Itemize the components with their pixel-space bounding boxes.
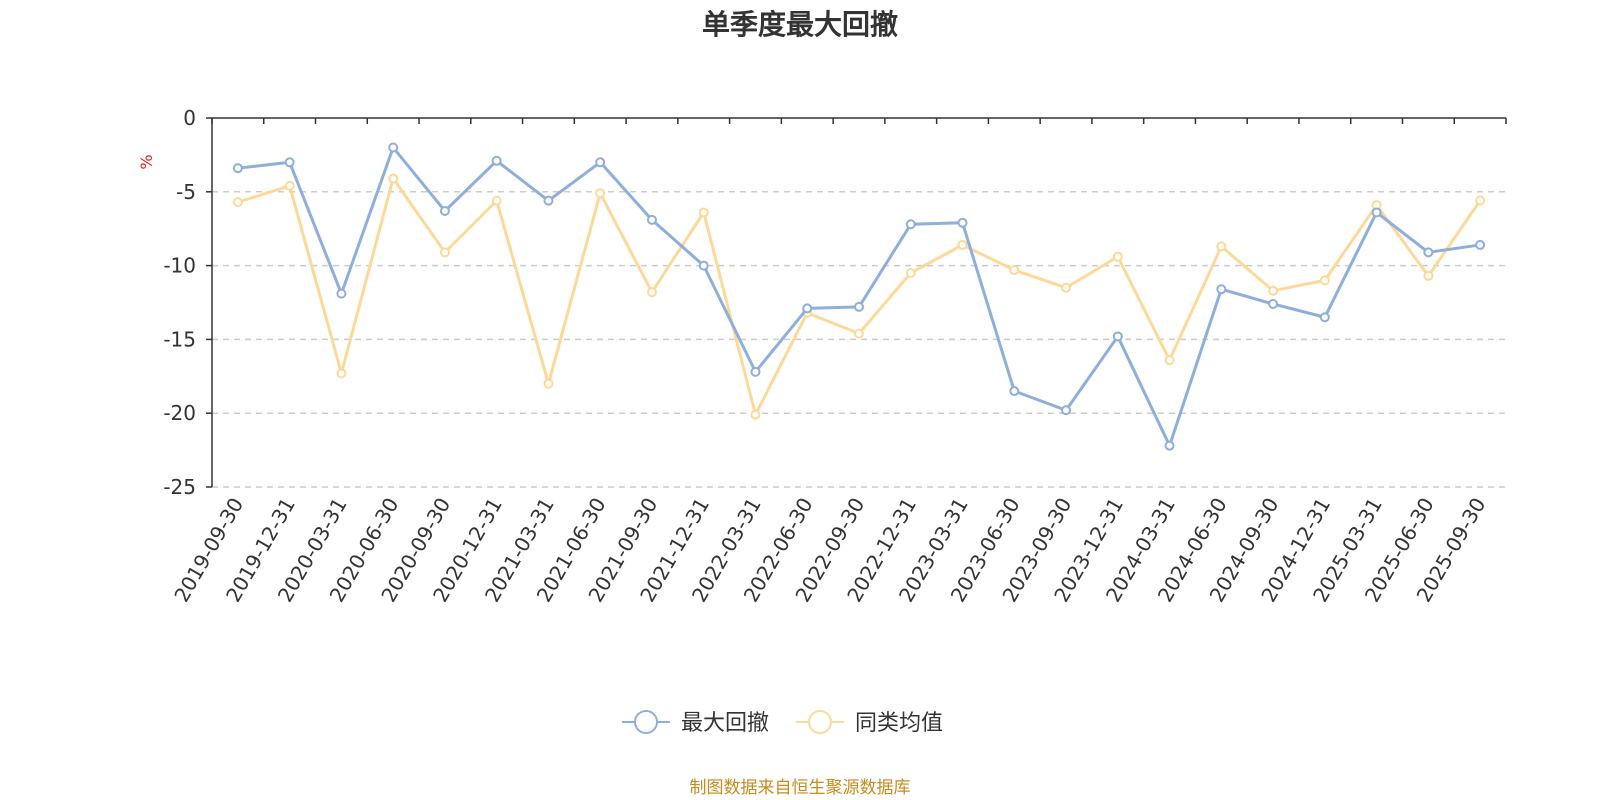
legend-label: 同类均值 (855, 711, 943, 736)
data-point[interactable] (698, 207, 709, 218)
data-point[interactable] (1112, 251, 1123, 262)
data-point[interactable] (595, 157, 606, 168)
chart-title: 单季度最大回撤 (702, 8, 898, 41)
legend-item[interactable]: 最大回撤 (622, 710, 769, 736)
data-point[interactable] (439, 205, 450, 216)
data-point[interactable] (284, 157, 295, 168)
data-point[interactable] (854, 301, 864, 312)
data-point[interactable] (388, 173, 399, 184)
data-point[interactable] (1009, 265, 1020, 276)
data-point[interactable] (491, 195, 502, 206)
data-point[interactable] (1371, 207, 1382, 218)
data-point[interactable] (1216, 284, 1227, 295)
data-point[interactable] (646, 287, 657, 298)
data-point[interactable] (336, 368, 347, 379)
data-point[interactable] (1423, 270, 1434, 281)
data-point[interactable] (232, 197, 243, 208)
data-point[interactable] (1216, 241, 1227, 252)
y-axis-unit: % (137, 154, 156, 169)
axes (206, 117, 1507, 488)
data-point[interactable] (595, 188, 606, 199)
y-tick-label: -20 (163, 401, 196, 425)
legend-item[interactable]: 同类均值 (796, 710, 943, 736)
data-point[interactable] (1061, 282, 1072, 293)
data-point[interactable] (491, 155, 502, 166)
data-point[interactable] (802, 303, 813, 314)
data-point[interactable] (1112, 331, 1123, 342)
data-point[interactable] (698, 260, 709, 271)
data-point[interactable] (1268, 298, 1279, 309)
data-point[interactable] (854, 328, 864, 339)
data-point[interactable] (1009, 386, 1020, 397)
series-2 (232, 173, 1486, 420)
series-1 (232, 142, 1486, 451)
x-tick-labels: 2019-09-302019-12-312020-03-312020-06-30… (169, 494, 1490, 607)
data-point[interactable] (1061, 405, 1072, 416)
data-point[interactable] (1164, 440, 1175, 451)
y-tick-label: -10 (163, 254, 196, 278)
source-note: 制图数据来自恒生聚源数据库 (690, 778, 911, 798)
data-point[interactable] (439, 247, 450, 258)
y-tick-label: 0 (183, 106, 196, 130)
data-point[interactable] (284, 180, 295, 191)
data-point[interactable] (388, 142, 399, 153)
data-point[interactable] (543, 378, 554, 389)
data-point[interactable] (232, 163, 243, 174)
legend-circle-icon (634, 710, 658, 734)
data-point[interactable] (1268, 285, 1279, 296)
data-point[interactable] (905, 267, 916, 278)
data-point[interactable] (1319, 275, 1330, 286)
series-group (232, 142, 1486, 451)
data-point[interactable] (1319, 312, 1330, 323)
grid-lines (212, 191, 1506, 488)
data-point[interactable] (646, 214, 657, 225)
legend-circle-icon (808, 710, 832, 734)
data-point[interactable] (1164, 355, 1175, 366)
legend[interactable]: 最大回撤 同类均值 (622, 710, 943, 736)
y-tick-labels: 0 -5 -10 -15 -20 -25 (163, 106, 196, 499)
y-tick-label: -5 (176, 180, 196, 204)
data-point[interactable] (1475, 239, 1486, 250)
series-line (237, 177, 1482, 417)
data-point[interactable] (750, 409, 761, 420)
data-point[interactable] (957, 217, 968, 228)
data-point[interactable] (750, 366, 761, 377)
legend-label: 最大回撤 (681, 711, 769, 736)
y-tick-label: -25 (163, 475, 196, 499)
data-point[interactable] (1475, 195, 1486, 206)
data-point[interactable] (957, 239, 968, 250)
y-tick-label: -15 (163, 327, 196, 351)
data-point[interactable] (336, 288, 347, 299)
data-point[interactable] (1423, 247, 1434, 258)
data-point[interactable] (543, 195, 554, 206)
data-point[interactable] (905, 219, 916, 230)
